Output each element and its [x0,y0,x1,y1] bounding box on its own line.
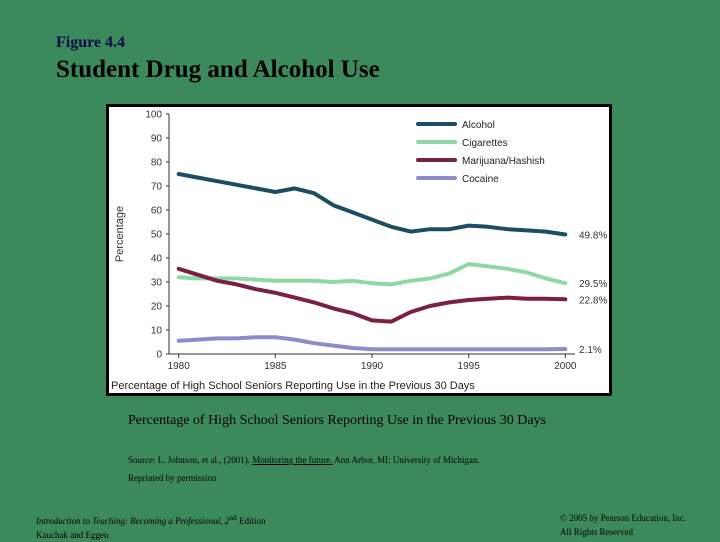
y-tick-label: 100 [145,110,162,121]
y-tick-label: 90 [151,134,163,145]
end-value-label: 49.8% [579,230,607,241]
legend-label: Cigarettes [462,138,508,149]
y-tick-label: 0 [156,350,162,361]
y-tick-label: 80 [151,158,163,169]
x-axis-label: Percentage of High School Seniors Report… [111,380,475,392]
end-value-label: 29.5% [579,279,607,290]
x-tick-label: 1990 [361,361,384,372]
source-citation: Source: L. Johnson, et al., (2001). Moni… [128,455,480,465]
y-axis-label: Percentage [114,206,126,262]
x-tick-label: 2000 [554,361,577,372]
source-suffix: Ann Arbor, MI: University of Michigan. [332,455,480,465]
x-tick-label: 1985 [264,361,287,372]
footer-right: © 2005 by Pearson Education, Inc. All Ri… [560,511,686,539]
legend-label: Marijuana/Hashish [462,156,545,167]
legend-label: Cocaine [462,174,499,185]
y-tick-label: 60 [151,206,163,217]
footer-book-title: Introduction to Teaching: Becoming a Pro… [36,511,265,528]
footer-edition-sup: nd [229,513,237,522]
line-chart: 0 10 20 30 40 50 60 70 80 90 100 1980 1985 1990 1995 20… [111,110,607,393]
y-tick-label: 20 [151,302,163,313]
chart-caption: Percentage of High School Seniors Report… [128,413,546,428]
footer-edition-text: Edition [236,516,266,526]
x-tick-label: 1980 [168,361,191,372]
footer-copyright: © 2005 by Pearson Education, Inc. [560,513,687,523]
series-line-marijuana-hashish [176,266,568,324]
series-line-cocaine [176,335,568,352]
reprinted-note: Reprinted by permission [128,473,217,483]
chart-area: 0 10 20 30 40 50 60 70 80 90 100 1980 1985 1990 1995 20… [109,107,609,393]
end-value-label: 2.1% [579,345,602,356]
y-tick-label: 10 [151,326,163,337]
y-tick-label: 50 [151,230,163,241]
footer-book-title-italic: Introduction to Teaching: Becoming a Pro… [36,516,230,526]
x-tick-label: 1995 [458,361,481,372]
y-tick-label: 30 [151,278,163,289]
source-title: Monitoring the future. [252,455,333,465]
end-value-label: 22.8% [579,295,607,306]
source-prefix: Source: L. Johnson, et al., (2001). [128,455,253,465]
chart-frame: 0 10 20 30 40 50 60 70 80 90 100 1980 1985 1990 1995 20… [106,104,612,396]
y-tick-label: 40 [151,254,163,265]
footer-rights: All Rights Reserved [560,527,633,537]
series-line-cigarettes [176,262,568,287]
legend-label: Alcohol [462,120,495,131]
slide-title: Student Drug and Alcohol Use [56,56,380,83]
footer-authors: Kauchak and Eggen [36,530,109,540]
figure-label: Figure 4.4 [56,34,126,51]
y-tick-label: 70 [151,182,163,193]
footer-left: Introduction to Teaching: Becoming a Pro… [36,511,265,542]
series-line-alcohol [176,172,568,237]
